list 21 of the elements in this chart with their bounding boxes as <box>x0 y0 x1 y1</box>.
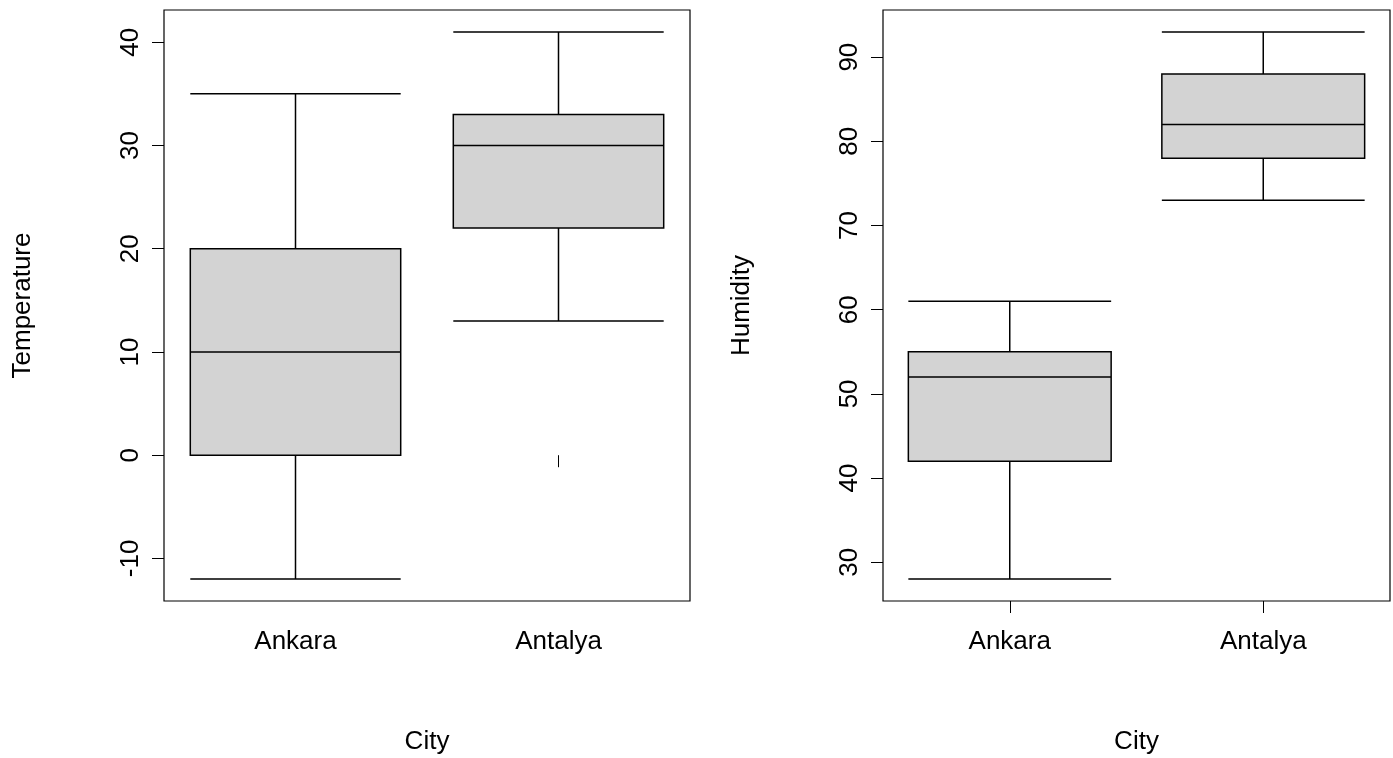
x-tick-label: Antalya <box>1219 625 1308 655</box>
y-tick-label: 40 <box>833 463 863 493</box>
x-axis-title: City <box>1114 725 1159 755</box>
y-tick-label: -10 <box>114 539 144 578</box>
y-axis-title: Humidity <box>725 254 755 357</box>
y-tick-label: 60 <box>833 295 863 325</box>
y-axis-title: Temperature <box>6 232 36 379</box>
x-axis-title: City <box>404 725 450 755</box>
y-tick-label: 50 <box>833 379 863 409</box>
x-tick-label: Ankara <box>254 625 338 655</box>
y-tick-label: 10 <box>114 337 144 367</box>
y-tick-label: 40 <box>114 27 144 57</box>
y-tick-label: 30 <box>114 131 144 160</box>
y-tick-label: 0 <box>114 447 144 463</box>
x-tick-label: Ankara <box>968 625 1052 655</box>
y-tick-label: 30 <box>833 547 863 577</box>
y-tick-label: 80 <box>833 126 863 156</box>
x-tick-label: Antalya <box>515 625 603 655</box>
y-tick-label: 70 <box>833 211 863 240</box>
y-tick-label: 20 <box>114 234 144 264</box>
y-tick-label: 90 <box>833 42 863 72</box>
